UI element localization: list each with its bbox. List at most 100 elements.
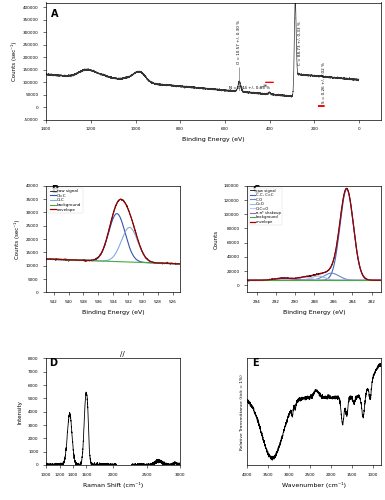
envelope: [68, 257, 72, 263]
C=O: [323, 275, 328, 281]
Line: O-C=O: O-C=O: [247, 278, 381, 280]
background: [123, 259, 127, 265]
raw signal: [119, 196, 123, 202]
C-O: [326, 270, 331, 276]
background: [253, 278, 258, 283]
envelope: [330, 260, 335, 266]
Line: O-C: O-C: [46, 228, 180, 264]
Legend: raw signal, C-C, C=C, C-O, C=O, O-C=O, π-π* shakeup, background, envelope: raw signal, C-C, C=C, C-O, C=O, O-C=O, π…: [249, 188, 282, 225]
envelope: [253, 278, 258, 283]
C-C, C=C: [253, 278, 258, 283]
Text: O = 10.57 +/- 0.30 %: O = 10.57 +/- 0.30 %: [238, 20, 241, 64]
background: [379, 278, 383, 283]
C=O: [316, 273, 320, 279]
O-C=O: [245, 278, 249, 283]
background: [68, 257, 72, 263]
Y-axis label: Relative Transmittance (tick = 1%): Relative Transmittance (tick = 1%): [240, 374, 244, 450]
envelope: [379, 278, 383, 283]
Line: C-C, C=C: C-C, C=C: [247, 190, 381, 280]
C-O: [323, 272, 327, 278]
O-C=O: [302, 274, 307, 280]
raw signal: [253, 278, 258, 283]
π-π* shakeup: [330, 278, 335, 283]
X-axis label: Binding Energy (eV): Binding Energy (eV): [82, 310, 144, 314]
C-C, C=C: [360, 272, 365, 278]
background: [104, 258, 109, 264]
Text: B: B: [52, 186, 59, 196]
raw signal: [326, 267, 331, 273]
O-C=O: [379, 278, 383, 283]
Line: background: background: [46, 259, 180, 264]
raw signal: [134, 230, 138, 236]
X-axis label: Binding Energy (eV): Binding Energy (eV): [182, 137, 245, 142]
Text: C = 88.73 +/- 0.33 %: C = 88.73 +/- 0.33 %: [298, 21, 302, 65]
envelope: [145, 256, 150, 262]
raw signal: [145, 256, 150, 262]
Text: D: D: [49, 358, 57, 368]
π-π* shakeup: [379, 278, 383, 283]
raw signal: [345, 186, 349, 192]
C-O: [379, 278, 383, 283]
raw signal: [178, 262, 182, 268]
C-C, C=C: [379, 278, 383, 283]
raw signal: [330, 260, 335, 266]
raw signal: [379, 277, 383, 283]
C-C, C=C: [323, 277, 327, 283]
raw signal: [173, 262, 178, 268]
O=C: [145, 260, 150, 266]
O-C: [134, 234, 138, 239]
Text: E: E: [253, 358, 259, 368]
Line: raw signal: raw signal: [247, 188, 381, 281]
envelope: [326, 267, 331, 273]
Line: C-O: C-O: [247, 273, 381, 280]
raw signal: [78, 258, 83, 264]
C-C, C=C: [345, 186, 349, 192]
Text: S = 0.26 +/- 0.02 %: S = 0.26 +/- 0.02 %: [322, 62, 326, 103]
C-C, C=C: [326, 275, 331, 281]
O-C=O: [360, 278, 365, 283]
O=C: [134, 256, 138, 262]
C-O: [346, 277, 351, 283]
C=O: [346, 278, 351, 283]
background: [326, 278, 331, 283]
envelope: [119, 196, 123, 202]
C-O: [360, 278, 365, 283]
π-π* shakeup: [326, 278, 331, 283]
envelope: [123, 200, 128, 206]
C-C, C=C: [245, 278, 249, 283]
Y-axis label: Intensity: Intensity: [17, 400, 22, 423]
π-π* shakeup: [253, 278, 258, 283]
O=C: [115, 210, 119, 216]
background: [133, 260, 138, 266]
C=O: [330, 277, 335, 283]
C=O: [379, 278, 383, 283]
envelope: [134, 230, 138, 236]
raw signal: [68, 256, 72, 262]
raw signal: [347, 192, 352, 198]
envelope: [323, 270, 327, 276]
π-π* shakeup: [245, 278, 249, 283]
π-π* shakeup: [323, 278, 328, 283]
X-axis label: Binding Energy (eV): Binding Energy (eV): [283, 310, 345, 314]
raw signal: [247, 278, 251, 284]
Y-axis label: Counts (sec⁻¹): Counts (sec⁻¹): [14, 220, 20, 259]
C=O: [253, 278, 258, 283]
O-C: [123, 229, 127, 235]
C=O: [326, 276, 331, 282]
raw signal: [44, 256, 49, 262]
raw signal: [245, 278, 249, 283]
background: [78, 258, 83, 264]
C-O: [245, 278, 249, 283]
π-π* shakeup: [346, 278, 351, 283]
O-C: [178, 261, 182, 267]
O-C=O: [326, 278, 331, 283]
background: [145, 260, 149, 266]
background: [245, 278, 249, 283]
Text: A: A: [51, 8, 59, 18]
raw signal: [323, 269, 328, 275]
Line: O=C: O=C: [46, 214, 180, 264]
envelope: [360, 272, 365, 278]
Text: C: C: [253, 186, 260, 196]
π-π* shakeup: [281, 275, 286, 281]
O=C: [123, 231, 128, 237]
